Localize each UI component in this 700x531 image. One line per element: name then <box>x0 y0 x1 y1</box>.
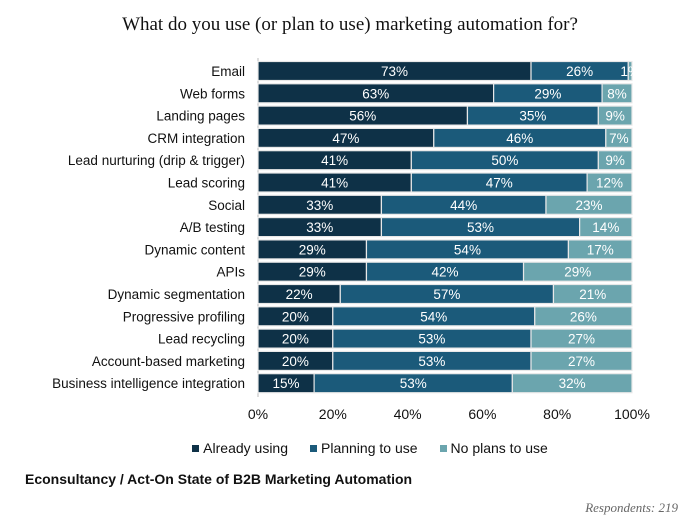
legend-label: No plans to use <box>450 440 548 456</box>
data-label: 29% <box>564 265 591 280</box>
data-label: 15% <box>273 376 300 391</box>
data-label: 54% <box>454 242 481 257</box>
x-tick-label: 0% <box>248 406 268 422</box>
legend-label: Planning to use <box>321 440 418 456</box>
data-label: 46% <box>506 131 533 146</box>
x-tick-label: 60% <box>468 406 496 422</box>
bar-segment-no-plans-to-use <box>530 328 633 349</box>
legend-label: Already using <box>203 440 288 456</box>
data-label: 29% <box>534 86 561 101</box>
data-label: 42% <box>431 265 458 280</box>
category-label: Lead recycling <box>158 332 245 347</box>
data-label: 21% <box>579 287 606 302</box>
bar-segment-no-plans-to-use <box>601 83 633 104</box>
data-label: 33% <box>306 198 333 213</box>
data-label: 32% <box>559 376 586 391</box>
data-label: 8% <box>607 86 627 101</box>
data-label: 26% <box>570 309 597 324</box>
legend-swatch <box>310 444 317 452</box>
bar-segment-no-plans-to-use <box>605 127 633 148</box>
x-tick-label: 100% <box>614 406 650 422</box>
data-label: 23% <box>575 198 602 213</box>
data-label: 63% <box>362 86 389 101</box>
legend: Already using Planning to use No plans to … <box>0 440 700 456</box>
data-label: 29% <box>299 242 326 257</box>
category-label: Lead nurturing (drip & trigger) <box>68 153 245 168</box>
bar-segment-no-plans-to-use <box>552 283 633 305</box>
category-label: Lead scoring <box>168 176 245 191</box>
bar-segment-no-plans-to-use <box>627 60 633 82</box>
legend-swatch <box>192 444 200 452</box>
legend-item: No plans to use <box>439 440 548 456</box>
data-label: 20% <box>282 354 309 369</box>
category-label: Web forms <box>180 86 245 101</box>
data-label: 35% <box>519 109 546 124</box>
data-label: 26% <box>566 64 593 79</box>
chart-title: What do you use (or plan to use) marketi… <box>122 14 578 35</box>
legend-swatch <box>439 444 447 452</box>
data-label: 1% <box>620 64 640 79</box>
data-label: 7% <box>609 131 629 146</box>
data-label: 57% <box>433 287 460 302</box>
data-label: 9% <box>605 109 625 124</box>
data-label: 20% <box>282 332 309 347</box>
category-label: APIs <box>216 265 245 280</box>
category-label: Email <box>211 64 245 79</box>
data-label: 47% <box>332 131 359 146</box>
data-label: 73% <box>381 64 408 79</box>
category-label: Business intelligence integration <box>52 376 245 391</box>
category-label: CRM integration <box>147 131 245 146</box>
data-label: 56% <box>349 109 376 124</box>
data-label: 14% <box>592 220 619 235</box>
data-label: 17% <box>587 242 614 257</box>
bar-segment-no-plans-to-use <box>597 150 633 171</box>
data-label: 41% <box>321 176 348 191</box>
category-label: Landing pages <box>156 109 245 124</box>
legend-item: Already using <box>192 440 288 456</box>
data-label: 44% <box>450 198 477 213</box>
data-label: 9% <box>605 153 625 168</box>
data-label: 53% <box>467 220 494 235</box>
category-label: Account-based marketing <box>92 354 245 369</box>
bar-segment-no-plans-to-use <box>545 194 633 215</box>
data-label: 41% <box>321 153 348 168</box>
x-tick-label: 20% <box>319 406 347 422</box>
respondents-label: Respondents: 219 <box>585 500 678 515</box>
source-label: Econsultancy / Act-On State of B2B Marke… <box>25 471 413 487</box>
legend-item: Planning to use <box>310 440 418 456</box>
category-label: Dynamic segmentation <box>108 287 245 302</box>
bar-segment-no-plans-to-use <box>586 172 633 193</box>
bar-segment-no-plans-to-use <box>567 239 633 260</box>
data-label: 53% <box>418 354 445 369</box>
data-label: 50% <box>491 153 518 168</box>
bar-segment-no-plans-to-use <box>597 105 633 126</box>
bar-segment-no-plans-to-use <box>522 261 633 282</box>
data-label: 47% <box>486 176 513 191</box>
data-label: 29% <box>299 265 326 280</box>
bar-segment-no-plans-to-use <box>511 373 633 394</box>
data-label: 33% <box>306 220 333 235</box>
category-label: Dynamic content <box>144 242 245 257</box>
data-label: 54% <box>420 309 447 324</box>
x-tick-label: 40% <box>394 406 422 422</box>
data-label: 53% <box>418 332 445 347</box>
bar-segment-no-plans-to-use <box>534 306 633 327</box>
x-tick-label: 80% <box>543 406 571 422</box>
data-label: 27% <box>568 332 595 347</box>
data-label: 12% <box>596 176 623 191</box>
category-label: Social <box>208 198 245 213</box>
category-label: Progressive profiling <box>123 309 245 324</box>
data-label: 20% <box>282 309 309 324</box>
category-label: A/B testing <box>180 220 245 235</box>
data-label: 27% <box>568 354 595 369</box>
bar-segment-no-plans-to-use <box>579 217 633 238</box>
data-label: 53% <box>400 376 427 391</box>
data-label: 22% <box>286 287 313 302</box>
bar-segment-no-plans-to-use <box>530 350 633 371</box>
